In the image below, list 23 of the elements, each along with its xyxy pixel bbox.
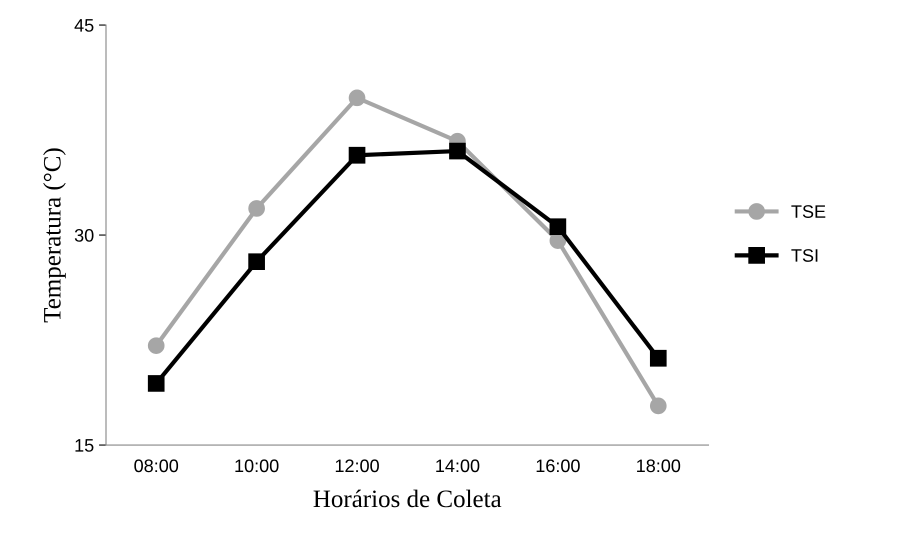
- point: [348, 90, 366, 106]
- point: [348, 146, 366, 164]
- point: [650, 398, 667, 414]
- x-tick-label: 18:00: [637, 459, 680, 472]
- point: [148, 337, 165, 354]
- point: [248, 200, 265, 217]
- y-axis-title: Temperatura (°C): [43, 148, 66, 322]
- x-tick-label: 08:00: [134, 459, 178, 472]
- y-tick-label: 15: [75, 439, 94, 452]
- legend-label: TSE: [791, 205, 826, 218]
- x-tick-label: 14:00: [436, 459, 480, 472]
- point: [550, 218, 566, 235]
- point: [449, 142, 466, 160]
- point: [650, 350, 667, 367]
- y-tick-label: 30: [74, 228, 94, 242]
- x-tick-label: 16:00: [536, 459, 580, 472]
- y-tick-label: 45: [74, 19, 94, 32]
- x-tick-label: 10:00: [235, 459, 279, 472]
- x-axis-title: Horários de Coleta: [314, 490, 502, 508]
- point: [248, 253, 265, 270]
- point: [148, 375, 165, 392]
- x-tick-label: 12:00: [336, 459, 379, 472]
- legend-label: TSI: [791, 249, 818, 262]
